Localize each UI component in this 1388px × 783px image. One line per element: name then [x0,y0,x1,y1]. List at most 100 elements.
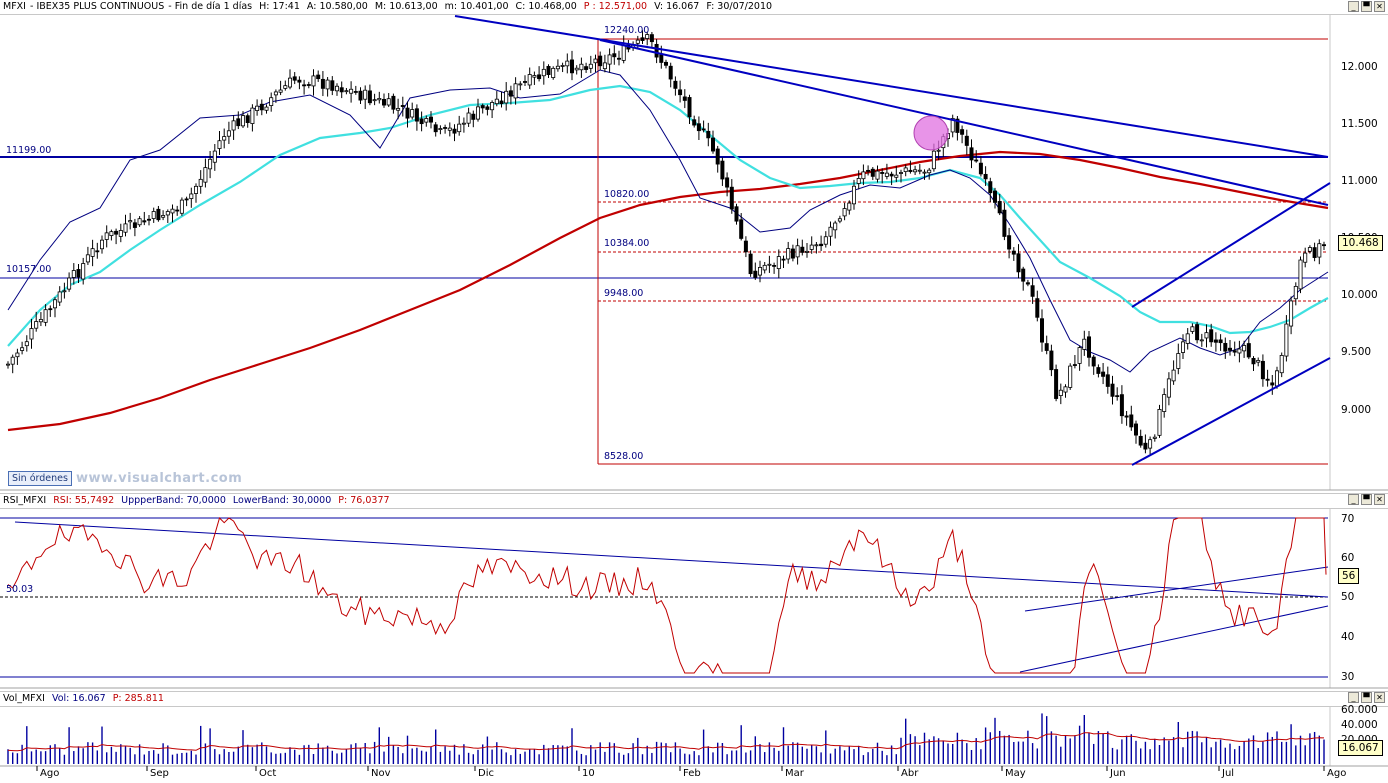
trendline-lower-resistance [599,39,1329,206]
rsi-pane [0,517,1329,678]
candle-body [1115,395,1120,398]
high-readout: M: 10.613,00 [374,1,438,12]
candle-body [236,118,241,127]
candle-body [1157,409,1162,436]
rsi-tick-30: 30 [1341,671,1355,683]
candle-body [179,199,184,214]
candle-body [410,109,415,118]
candle-body [400,105,405,107]
candle-body [433,124,438,133]
candle-body [438,128,443,131]
candle-body [6,363,11,366]
candle-body [1284,323,1289,357]
candle-body [673,80,678,89]
candle-body [1270,382,1275,386]
candle-body [414,108,419,122]
candle-body [189,193,194,199]
month-nov: Nov [371,768,391,779]
sin-ordenes-button[interactable]: Sin órdenes [8,471,72,486]
candle-body [316,74,321,80]
candle-body [720,160,725,180]
candle-body [743,240,748,253]
candle-body [184,198,189,201]
candle-body [1256,360,1261,363]
rsi-trend-down [14,521,1329,598]
rsi-line [7,517,1327,675]
candle-body [1101,371,1106,377]
candle-body [1228,347,1233,351]
candle-body [1166,378,1171,398]
candle-body [523,81,528,83]
candle-body [974,159,979,162]
candle-body [494,98,499,105]
candle-body [1030,285,1035,297]
ma-fast-line [7,69,1329,373]
candle-body [1063,386,1068,393]
candle-body [1124,415,1129,418]
candle-body [330,80,335,91]
candle-body [269,97,274,107]
candle-body [405,107,410,119]
candle-body [828,226,833,237]
candle-body [100,239,105,250]
candle-body [814,244,819,247]
candle-body [645,34,650,39]
rsi-close-button[interactable]: ✕ [1374,494,1385,505]
candle-body [532,75,537,78]
price-tick-11500: 11.500 [1341,118,1378,130]
candle-body [884,172,889,177]
candle-body [1209,329,1214,343]
candle-body [1322,244,1327,247]
candle-body [537,74,542,80]
candle-body [170,208,175,214]
vol-close-button[interactable]: ✕ [1374,692,1385,703]
candle-body [1293,285,1298,300]
price-pane-header: MFXI - IBEX35 PLUS CONTINUOUS - Fin de día… [0,0,1388,15]
candle-body [570,59,575,74]
candle-body [1016,253,1021,273]
candle-body [809,244,814,250]
candle-body [1307,247,1312,252]
candle-body [76,269,81,278]
candle-body [1072,364,1077,366]
rsi-value: RSI: 55,7492 [53,495,115,506]
price-tick-12000: 12.000 [1341,61,1378,73]
candle-body [90,248,95,257]
candle-body [1275,370,1280,387]
rsi-upper-value: UppperBand: 70,0000 [121,495,226,506]
candle-body [560,65,565,67]
candle-body [866,169,871,172]
candle-body [833,222,838,231]
candle-body [1251,357,1256,365]
candle-body [1317,243,1322,258]
candle-body [1105,374,1110,387]
candle-body [870,168,875,177]
candle-body [612,53,617,58]
candle-body [894,174,899,178]
vol-minimize-button[interactable]: _ [1348,692,1359,703]
candle-body [325,79,330,90]
open-readout: A: 10.580,00 [306,1,368,12]
candle-body [344,90,349,93]
rsi-minimize-button[interactable]: _ [1348,494,1359,505]
vol-restore-button[interactable]: ▀ [1361,692,1372,703]
price-minimize-button[interactable]: _ [1348,1,1359,12]
ma-mid-line [7,84,1329,347]
p-readout: P : 12.571,00 [583,1,648,12]
month-abr: Abr [901,768,919,779]
rsi-restore-button[interactable]: ▀ [1361,494,1372,505]
candle-body [758,267,763,276]
candle-body [363,89,368,100]
candle-body [67,277,72,290]
candle-body [706,130,711,139]
rsi-last-badge: 56 [1338,568,1360,584]
candle-body [109,231,114,236]
candle-body [471,113,476,120]
price-close-button[interactable]: ✕ [1374,1,1385,12]
candle-body [837,218,842,222]
candle-body [936,149,941,152]
candle-body [1025,282,1030,285]
price-restore-button[interactable]: ▀ [1361,1,1372,12]
price-tick-10000: 10.000 [1341,289,1378,301]
